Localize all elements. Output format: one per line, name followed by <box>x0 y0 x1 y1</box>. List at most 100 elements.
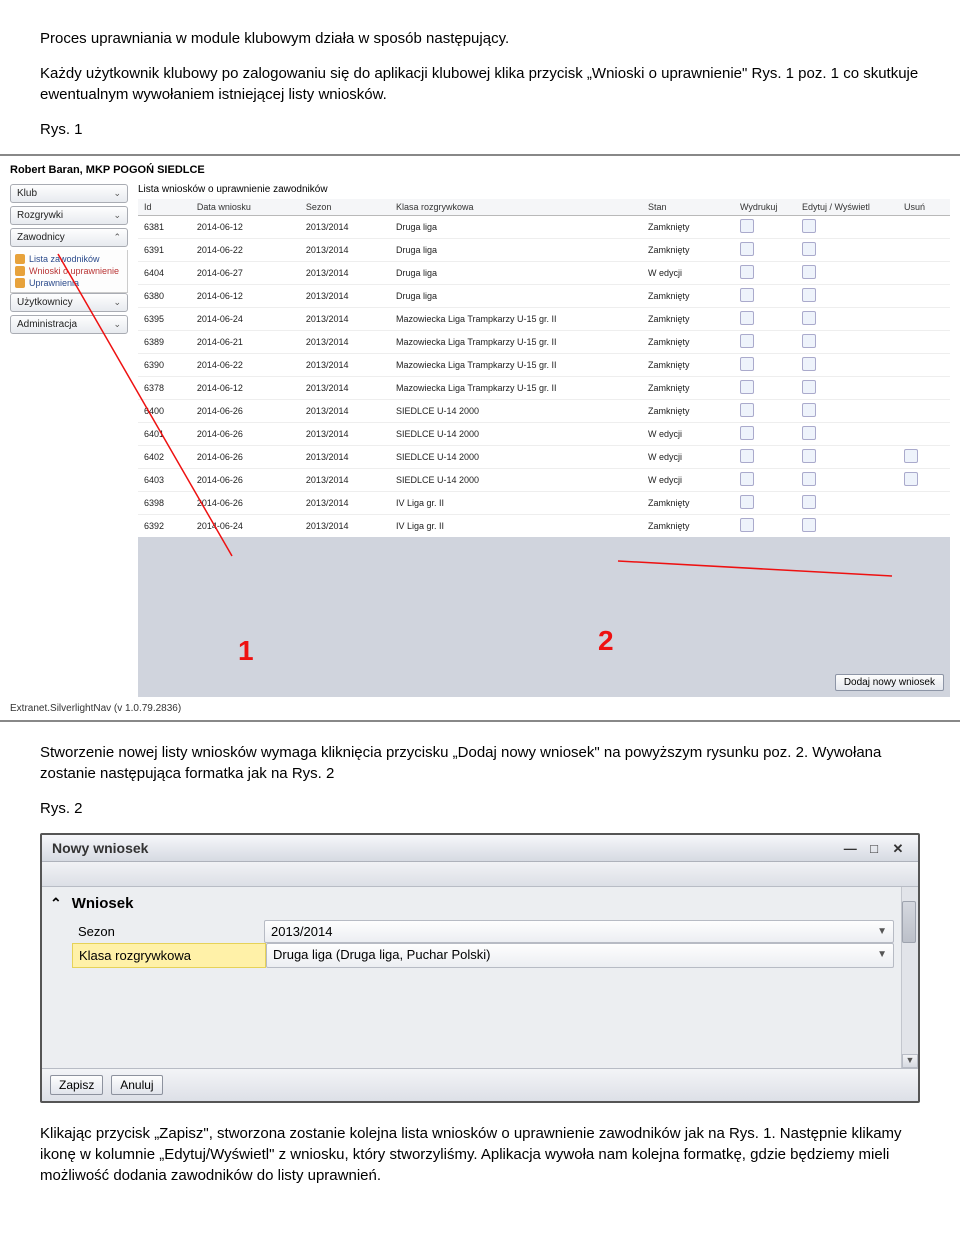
close-icon[interactable]: ✕ <box>888 841 908 855</box>
print-icon[interactable] <box>740 426 754 440</box>
label: Lista zawodników <box>29 254 100 264</box>
table-row[interactable]: 64002014-06-262013/2014SIEDLCE U-14 2000… <box>138 400 950 423</box>
edit-icon[interactable] <box>802 288 816 302</box>
cell-edit <box>796 239 898 262</box>
table-row[interactable]: 63952014-06-242013/2014Mazowiecka Liga T… <box>138 308 950 331</box>
cell-print <box>734 423 796 446</box>
sidebar-item-zawodnicy[interactable]: Zawodnicy⌃ <box>10 228 128 247</box>
cell-klasa: SIEDLCE U-14 2000 <box>390 400 642 423</box>
print-icon[interactable] <box>740 311 754 325</box>
cell-data: 2014-06-12 <box>191 216 300 239</box>
cell-edit <box>796 400 898 423</box>
cancel-button[interactable]: Anuluj <box>111 1075 162 1095</box>
edit-icon[interactable] <box>802 495 816 509</box>
cell-stan: Zamknięty <box>642 492 734 515</box>
print-icon[interactable] <box>740 334 754 348</box>
cell-data: 2014-06-24 <box>191 515 300 538</box>
edit-icon[interactable] <box>802 334 816 348</box>
cell-print <box>734 308 796 331</box>
scrollbar-thumb[interactable] <box>902 901 916 943</box>
edit-icon[interactable] <box>802 380 816 394</box>
label: Wnioski o uprawnienie <box>29 266 119 276</box>
sidebar-item-rozgrywki[interactable]: Rozgrywki⌄ <box>10 206 128 225</box>
cell-sezon: 2013/2014 <box>300 446 390 469</box>
cell-edit <box>796 331 898 354</box>
cell-klasa: IV Liga gr. II <box>390 515 642 538</box>
table-row[interactable]: 63922014-06-242013/2014IV Liga gr. IIZam… <box>138 515 950 538</box>
maximize-icon[interactable]: □ <box>864 841 884 855</box>
table-row[interactable]: 63892014-06-212013/2014Mazowiecka Liga T… <box>138 331 950 354</box>
print-icon[interactable] <box>740 403 754 417</box>
cell-data: 2014-06-26 <box>191 423 300 446</box>
sezon-select[interactable]: 2013/2014▼ <box>264 920 894 943</box>
print-icon[interactable] <box>740 518 754 532</box>
table-row[interactable]: 63902014-06-222013/2014Mazowiecka Liga T… <box>138 354 950 377</box>
add-request-button[interactable]: Dodaj nowy wniosek <box>835 674 944 691</box>
table-row[interactable]: 63912014-06-222013/2014Druga ligaZamknię… <box>138 239 950 262</box>
cell-data: 2014-06-12 <box>191 285 300 308</box>
print-icon[interactable] <box>740 265 754 279</box>
table-row[interactable]: 64022014-06-262013/2014SIEDLCE U-14 2000… <box>138 446 950 469</box>
table-row[interactable]: 63812014-06-122013/2014Druga ligaZamknię… <box>138 216 950 239</box>
edit-icon[interactable] <box>802 403 816 417</box>
edit-icon[interactable] <box>802 265 816 279</box>
table-row[interactable]: 63782014-06-122013/2014Mazowiecka Liga T… <box>138 377 950 400</box>
edit-icon[interactable] <box>802 242 816 256</box>
sidebar-item-klub[interactable]: Klub⌄ <box>10 184 128 203</box>
collapse-icon[interactable]: ⌃ <box>50 895 62 912</box>
save-button[interactable]: Zapisz <box>50 1075 103 1095</box>
cell-data: 2014-06-27 <box>191 262 300 285</box>
cell-sezon: 2013/2014 <box>300 423 390 446</box>
sidebar-item-uzytkownicy[interactable]: Użytkownicy⌄ <box>10 293 128 312</box>
cell-delete <box>898 308 950 331</box>
sidebar-link-lista[interactable]: Lista zawodników <box>15 253 123 265</box>
delete-icon[interactable] <box>904 449 918 463</box>
sidebar-item-administracja[interactable]: Administracja⌄ <box>10 315 128 334</box>
table-row[interactable]: 63982014-06-262013/2014IV Liga gr. IIZam… <box>138 492 950 515</box>
sidebar-link-wnioski[interactable]: Wnioski o uprawnienie <box>15 265 123 277</box>
sidebar-link-uprawnienia[interactable]: Uprawnienia <box>15 277 123 289</box>
print-icon[interactable] <box>740 242 754 256</box>
table-row[interactable]: 63802014-06-122013/2014Druga ligaZamknię… <box>138 285 950 308</box>
col-wydrukuj[interactable]: Wydrukuj <box>734 199 796 216</box>
minimize-icon[interactable]: — <box>840 841 860 855</box>
delete-icon[interactable] <box>904 472 918 486</box>
cell-edit <box>796 446 898 469</box>
cell-print <box>734 515 796 538</box>
print-icon[interactable] <box>740 288 754 302</box>
print-icon[interactable] <box>740 472 754 486</box>
table-row[interactable]: 64012014-06-262013/2014SIEDLCE U-14 2000… <box>138 423 950 446</box>
edit-icon[interactable] <box>802 357 816 371</box>
edit-icon[interactable] <box>802 311 816 325</box>
col-klasa[interactable]: Klasa rozgrywkowa <box>390 199 642 216</box>
cell-klasa: IV Liga gr. II <box>390 492 642 515</box>
col-id[interactable]: Id <box>138 199 191 216</box>
print-icon[interactable] <box>740 219 754 233</box>
edit-icon[interactable] <box>802 219 816 233</box>
col-data[interactable]: Data wniosku <box>191 199 300 216</box>
klasa-select[interactable]: Druga liga (Druga liga, Puchar Polski)▼ <box>266 943 894 968</box>
col-stan[interactable]: Stan <box>642 199 734 216</box>
print-icon[interactable] <box>740 380 754 394</box>
paragraph: Każdy użytkownik klubowy po zalogowaniu … <box>40 63 920 105</box>
edit-icon[interactable] <box>802 426 816 440</box>
col-sezon[interactable]: Sezon <box>300 199 390 216</box>
edit-icon[interactable] <box>802 449 816 463</box>
cell-delete <box>898 216 950 239</box>
col-edytuj[interactable]: Edytuj / Wyświetl <box>796 199 898 216</box>
cell-klasa: SIEDLCE U-14 2000 <box>390 423 642 446</box>
table-row[interactable]: 64032014-06-262013/2014SIEDLCE U-14 2000… <box>138 469 950 492</box>
scroll-down-icon[interactable]: ▼ <box>902 1054 918 1068</box>
sidebar-submenu: Lista zawodników Wnioski o uprawnienie U… <box>10 250 128 293</box>
cell-print <box>734 469 796 492</box>
edit-icon[interactable] <box>802 472 816 486</box>
cell-klasa: Druga liga <box>390 216 642 239</box>
cell-id: 6404 <box>138 262 191 285</box>
chevron-down-icon: ▼ <box>877 949 887 960</box>
print-icon[interactable] <box>740 495 754 509</box>
edit-icon[interactable] <box>802 518 816 532</box>
print-icon[interactable] <box>740 449 754 463</box>
col-usun[interactable]: Usuń <box>898 199 950 216</box>
table-row[interactable]: 64042014-06-272013/2014Druga ligaW edycj… <box>138 262 950 285</box>
print-icon[interactable] <box>740 357 754 371</box>
